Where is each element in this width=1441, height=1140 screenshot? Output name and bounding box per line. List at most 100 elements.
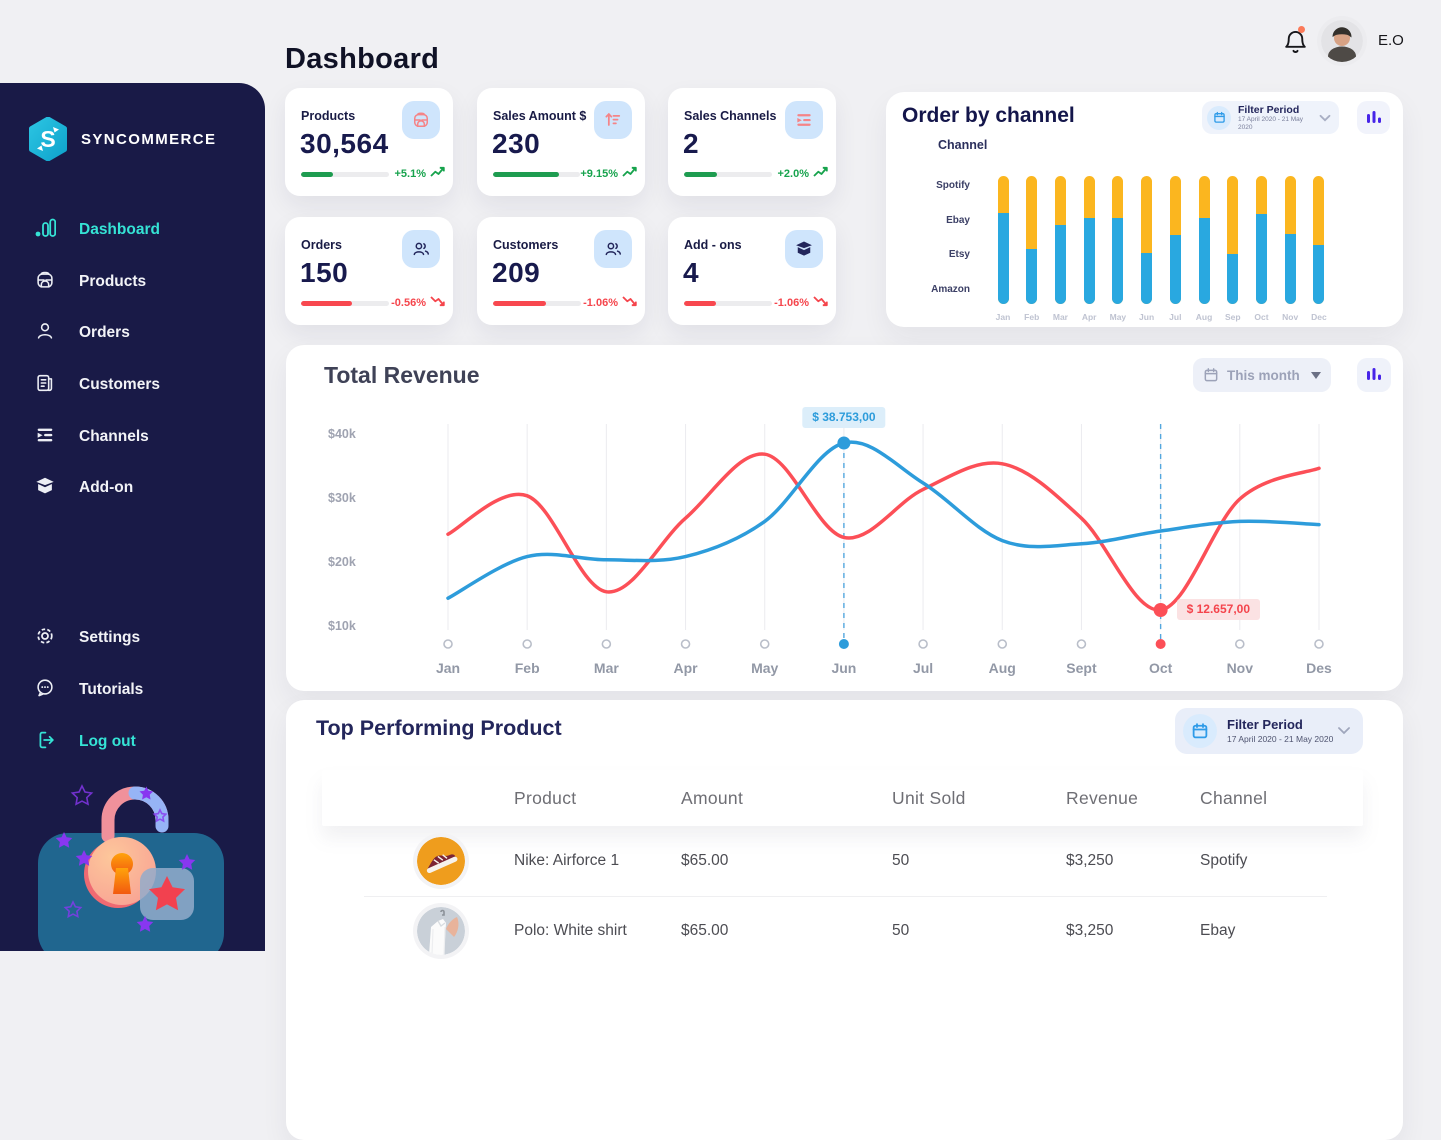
logout-icon (34, 729, 56, 756)
channel-bar: Mar (1053, 176, 1068, 322)
svg-text:Nov: Nov (1227, 660, 1254, 676)
chat-bubble-icon (34, 677, 56, 704)
stat-value: 230 (492, 128, 541, 159)
total-revenue-title: Total Revenue (324, 362, 480, 388)
chart-view-button[interactable] (1357, 358, 1391, 392)
stat-label: Sales Channels (684, 109, 777, 123)
product-cell: Polo: White shirt (514, 922, 627, 940)
trend-up-icon (430, 165, 445, 183)
sidebar-item-channels[interactable]: Channels (0, 411, 265, 463)
chart-view-button[interactable] (1357, 101, 1390, 134)
y-axis-label: $30k (328, 491, 356, 505)
sneaker-photo (417, 837, 465, 885)
sidebar-item-customers[interactable]: Customers (0, 359, 265, 411)
revenue-line-chart: Jan Feb Mar Apr May Jun Jul Aug Sept Oct Nov Des (436, 424, 1332, 676)
channel-cell: Spotify (1200, 852, 1248, 869)
stat-value: 209 (492, 257, 541, 288)
notification-dot (1298, 26, 1305, 33)
box-icon (34, 475, 56, 502)
tooltip-red: $ 12.657,00 (1176, 599, 1261, 621)
column-header: Unit Sold (892, 787, 966, 808)
stat-label: Add - ons (684, 238, 742, 252)
svg-text:Mar: Mar (594, 660, 619, 676)
channel-bar: Jul (1168, 176, 1182, 322)
y-axis-title: Channel (938, 138, 988, 152)
column-header: Product (514, 787, 577, 808)
order-by-channel-bars: Jan Feb Mar Apr May Jun Jul Aug Sep Oct Nov Dec (996, 176, 1327, 322)
sidebar-item-products[interactable]: Products (0, 256, 265, 308)
channel-bar: Jan (996, 176, 1010, 322)
backpack-icon (402, 101, 440, 139)
stat-change: +2.0% (777, 168, 810, 180)
channel-cell: Ebay (1200, 922, 1236, 939)
filter-label: Filter Period (1227, 716, 1303, 732)
document-icon (34, 372, 56, 399)
channel-bar: Jun (1139, 176, 1154, 322)
sidebar-item-label: Products (79, 273, 147, 290)
users-icon (594, 230, 632, 268)
filter-period-dropdown[interactable]: Filter Period 17 April 2020 - 21 May 202… (1202, 101, 1339, 134)
avatar[interactable] (1321, 20, 1363, 62)
stat-card-products: Products 30,564 +5.1% (285, 88, 453, 196)
svg-text:Jun: Jun (831, 660, 856, 676)
progress-bar (684, 171, 772, 177)
filter-period-dropdown[interactable]: Filter Period 17 April 2020 - 21 May 202… (1175, 708, 1363, 754)
stat-card-sales-channels: Sales Channels 2 +2.0% (668, 88, 836, 196)
sidebar-item-logout[interactable]: Log out (0, 716, 265, 768)
channel-bar: Sep (1225, 176, 1241, 322)
stat-value: 150 (300, 257, 349, 288)
stat-card-customers: Customers 209 -1.06% (477, 217, 645, 325)
row-divider (364, 896, 1327, 897)
channels-icon (34, 424, 56, 451)
y-axis-label: $10k (328, 619, 356, 633)
sidebar: S SYNCOMMERCE Dashboard Products Orders (0, 83, 265, 951)
caret-down-icon (1311, 366, 1321, 384)
period-dropdown[interactable]: This month (1193, 358, 1331, 392)
sidebar-item-orders[interactable]: Orders (0, 307, 265, 359)
order-by-channel-title: Order by channel (902, 104, 1075, 127)
progress-bar (301, 300, 389, 306)
order-by-channel-card: Order by channel Filter Period 17 April … (886, 92, 1403, 327)
svg-text:Aug: Aug (989, 660, 1016, 676)
svg-text:S: S (40, 126, 55, 152)
stat-change: -1.06% (583, 297, 618, 309)
stat-change: +9.15% (580, 168, 618, 180)
sidebar-item-dashboard[interactable]: Dashboard (0, 204, 265, 256)
stat-label: Products (301, 109, 356, 123)
table-row[interactable]: Polo: White shirt $65.00 50 $3,250 Ebay (322, 896, 1363, 966)
progress-bar (684, 300, 772, 306)
amount-cell: $65.00 (681, 852, 729, 869)
y-axis-label: $20k (328, 555, 356, 569)
channel-bar: Nov (1282, 176, 1298, 322)
channel-axis-label: Etsy (948, 249, 970, 260)
y-axis-label: $40k (328, 427, 356, 441)
sidebar-item-label: Tutorials (79, 681, 144, 698)
sidebar-item-add-on[interactable]: Add-on (0, 462, 265, 514)
sidebar-item-tutorials[interactable]: Tutorials (0, 664, 265, 716)
sidebar-item-settings[interactable]: Settings (0, 612, 265, 664)
table-row[interactable]: Nike: Airforce 1 $65.00 50 $3,250 Spotif… (322, 826, 1363, 896)
filter-range: 17 April 2020 - 21 May 2020 (1238, 116, 1304, 131)
user-name: E.O (1378, 32, 1404, 49)
stat-label: Orders (301, 238, 342, 252)
svg-text:Sept: Sept (1066, 660, 1097, 676)
trend-down-icon (813, 294, 828, 312)
stat-value: 30,564 (300, 128, 389, 159)
tooltip-blue: $ 38.753,00 (802, 406, 886, 428)
shirt-photo (417, 907, 465, 955)
notifications-button[interactable] (1276, 26, 1306, 57)
channel-bar: Apr (1082, 176, 1096, 322)
stat-card-add-ons: Add - ons 4 -1.06% (668, 217, 836, 325)
total-revenue-card: Total Revenue This month $40k $30k $20k $10… (286, 345, 1403, 691)
progress-bar (493, 171, 581, 177)
avatar-photo (1321, 20, 1363, 62)
channel-axis-label: Amazon (931, 283, 970, 295)
trend-up-icon (622, 165, 637, 183)
stat-label: Customers (493, 238, 559, 252)
filter-range: 17 April 2020 - 21 May 2020 (1227, 733, 1334, 744)
unit-sold-cell: 50 (892, 922, 910, 939)
backpack-icon (34, 269, 56, 296)
channel-axis-labels: Spotify Ebay Etsy Amazon (898, 180, 970, 295)
calendar-icon (1207, 105, 1231, 130)
calendar-icon (1183, 714, 1217, 748)
